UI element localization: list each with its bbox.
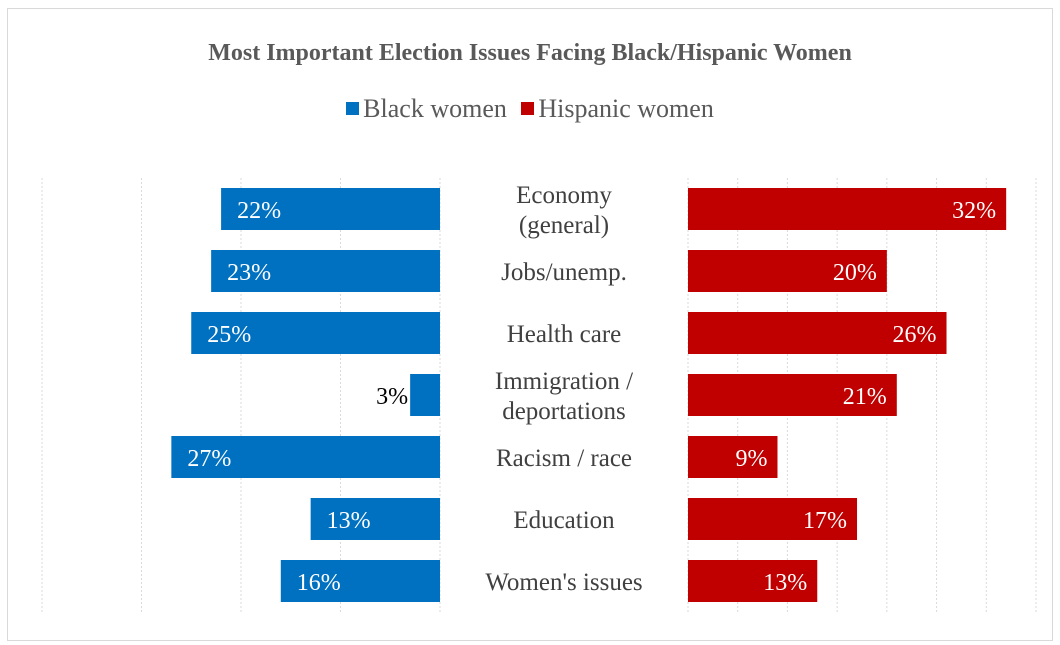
data-label-hispanic-women: 32% bbox=[952, 198, 996, 224]
bar-hispanic-women bbox=[688, 560, 818, 602]
data-label-hispanic-women: 13% bbox=[763, 570, 807, 596]
data-label-black-women: 13% bbox=[327, 508, 371, 534]
category-label: Jobs/unemp. bbox=[501, 259, 627, 286]
data-label-hispanic-women: 21% bbox=[843, 384, 887, 410]
bar-hispanic-women bbox=[688, 436, 778, 478]
chart-title: Most Important Election Issues Facing Bl… bbox=[208, 40, 852, 66]
data-label-black-women: 25% bbox=[207, 322, 251, 348]
data-label-black-women: 22% bbox=[237, 198, 281, 224]
legend-label-black-women: Black women bbox=[363, 93, 507, 123]
category-label: Immigration / bbox=[495, 368, 633, 395]
bar-hispanic-women bbox=[688, 250, 887, 292]
bar-hispanic-women bbox=[688, 188, 1007, 230]
bar-black-women bbox=[280, 560, 440, 602]
bar-hispanic-women bbox=[688, 374, 897, 416]
category-label: Economy bbox=[516, 182, 612, 209]
data-label-hispanic-women: 26% bbox=[893, 322, 937, 348]
legend-swatch-hispanic-women bbox=[521, 102, 535, 115]
legend-item-black-women: Black women bbox=[346, 94, 507, 124]
legend-item-hispanic-women: Hispanic women bbox=[521, 93, 714, 124]
category-label: Education bbox=[513, 507, 615, 534]
bar-black-women bbox=[410, 374, 440, 416]
data-label-black-women: 3% bbox=[376, 384, 408, 410]
category-label: Racism / race bbox=[496, 445, 632, 472]
bar-black-women bbox=[191, 312, 440, 354]
data-label-black-women: 27% bbox=[187, 446, 231, 472]
bar-black-women bbox=[310, 498, 440, 540]
category-label: Women's issues bbox=[485, 569, 642, 596]
category-label: Health care bbox=[507, 321, 622, 348]
bar-hispanic-women bbox=[688, 498, 858, 540]
data-label-black-women: 23% bbox=[227, 260, 271, 286]
data-label-hispanic-women: 20% bbox=[833, 260, 877, 286]
legend-label-hispanic-women: Hispanic women bbox=[538, 93, 714, 123]
category-label: (general) bbox=[519, 212, 609, 239]
bar-black-women bbox=[211, 250, 440, 292]
bar-black-women bbox=[171, 436, 440, 478]
bar-hispanic-women bbox=[688, 312, 947, 354]
data-label-black-women: 16% bbox=[297, 570, 341, 596]
bar-black-women bbox=[221, 188, 440, 230]
data-label-hispanic-women: 9% bbox=[735, 446, 767, 472]
category-label: deportations bbox=[502, 398, 626, 425]
legend-swatch-black-women bbox=[346, 102, 360, 115]
data-label-hispanic-women: 17% bbox=[803, 508, 847, 534]
legend: Black women Hispanic women bbox=[0, 92, 1060, 124]
